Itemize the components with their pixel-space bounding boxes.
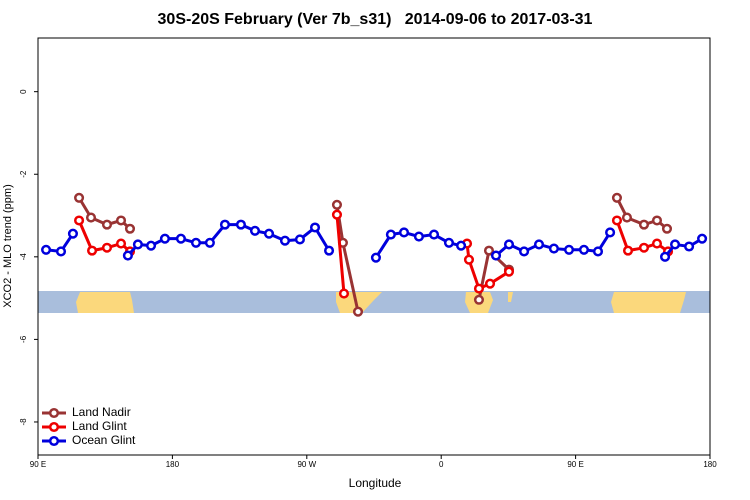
data-point (101, 242, 113, 253)
data-point (190, 237, 202, 248)
data-point (101, 219, 113, 230)
data-point (533, 239, 545, 250)
data-point (122, 250, 133, 261)
data-point (145, 240, 157, 251)
y-tick-label: 0 (19, 89, 28, 94)
x-tick-label: 90 E (30, 460, 46, 469)
data-point (204, 237, 215, 248)
data-point (331, 199, 343, 210)
data-point (175, 233, 186, 244)
legend-swatch-point (48, 435, 60, 447)
data-point (697, 233, 708, 244)
data-point (473, 283, 485, 294)
x-tick-label: 180 (166, 460, 180, 469)
data-point (385, 229, 396, 240)
x-axis-label: Longitude (349, 476, 402, 490)
data-point (115, 215, 127, 226)
x-tick-label: 0 (439, 460, 444, 469)
data-point (124, 223, 136, 234)
data-point (473, 294, 485, 305)
data-point (115, 238, 127, 249)
legend-swatch-point (48, 421, 60, 433)
data-point (638, 242, 650, 253)
data-point (67, 228, 78, 239)
data-point (638, 219, 650, 230)
ocean-strip (38, 291, 710, 313)
data-point (670, 239, 681, 250)
data-point (159, 233, 170, 244)
legend-swatch-point (48, 407, 60, 419)
data-point (684, 241, 695, 252)
x-tick-label: 180 (703, 460, 717, 469)
data-point (456, 240, 467, 251)
legend-label: Land Glint (72, 419, 127, 433)
data-point (660, 251, 671, 262)
plot-frame (37, 37, 711, 456)
x-tick-label: 90 E (567, 460, 583, 469)
y-tick-label: -4 (19, 253, 28, 261)
data-point (428, 229, 440, 240)
legend-label: Land Nadir (72, 405, 131, 419)
data-point (331, 209, 343, 220)
data-point (249, 225, 261, 236)
land-mask (38, 291, 710, 313)
data-point (235, 219, 246, 230)
data-point (370, 252, 381, 263)
data-point (503, 239, 515, 250)
data-point (263, 228, 275, 239)
data-point (74, 192, 85, 203)
data-point (563, 244, 575, 255)
data-point (548, 243, 559, 254)
series (74, 209, 674, 299)
land-patch (508, 292, 513, 302)
data-point (503, 266, 515, 277)
legend-label: Ocean Glint (72, 433, 136, 447)
data-point (85, 212, 97, 223)
data-point (294, 234, 305, 245)
data-point (605, 227, 616, 238)
data-point (87, 245, 98, 256)
data-point (463, 254, 475, 265)
data-point (483, 245, 495, 256)
land-patch (76, 292, 134, 313)
y-tick-label: -6 (19, 335, 28, 343)
data-point (74, 215, 85, 226)
data-point (41, 244, 52, 255)
data-point (352, 306, 364, 317)
y-tick-label: -2 (19, 170, 28, 178)
data-point (443, 237, 455, 248)
data-point (661, 223, 673, 234)
data-point (651, 238, 663, 249)
data-point (578, 244, 590, 255)
y-axis-label: XCO2 - MLO trend (ppm) (2, 184, 14, 307)
series-line (45, 223, 703, 259)
data-point (651, 215, 663, 226)
x-tick-label: 90 W (297, 460, 316, 469)
series (41, 219, 708, 263)
data-point (621, 212, 633, 223)
data-point (338, 288, 350, 299)
y-tick-label: -8 (19, 418, 28, 426)
data-point (490, 250, 502, 261)
data-point (519, 246, 530, 257)
data-point (324, 245, 335, 256)
data-point (279, 235, 291, 246)
data-point (611, 215, 623, 226)
data-point (484, 278, 496, 289)
data-point (219, 219, 231, 230)
land-patch (336, 292, 382, 313)
data-point (592, 246, 604, 257)
land-patch (611, 292, 686, 313)
data-point (398, 227, 410, 238)
chart-title: 30S-20S February (Ver 7b_s31) 2014-09-06… (158, 11, 593, 28)
data-point (413, 231, 424, 242)
data-point (309, 222, 321, 233)
data-point (132, 239, 143, 250)
data-point (622, 245, 634, 256)
data-point (611, 192, 623, 203)
data-point (55, 246, 67, 257)
